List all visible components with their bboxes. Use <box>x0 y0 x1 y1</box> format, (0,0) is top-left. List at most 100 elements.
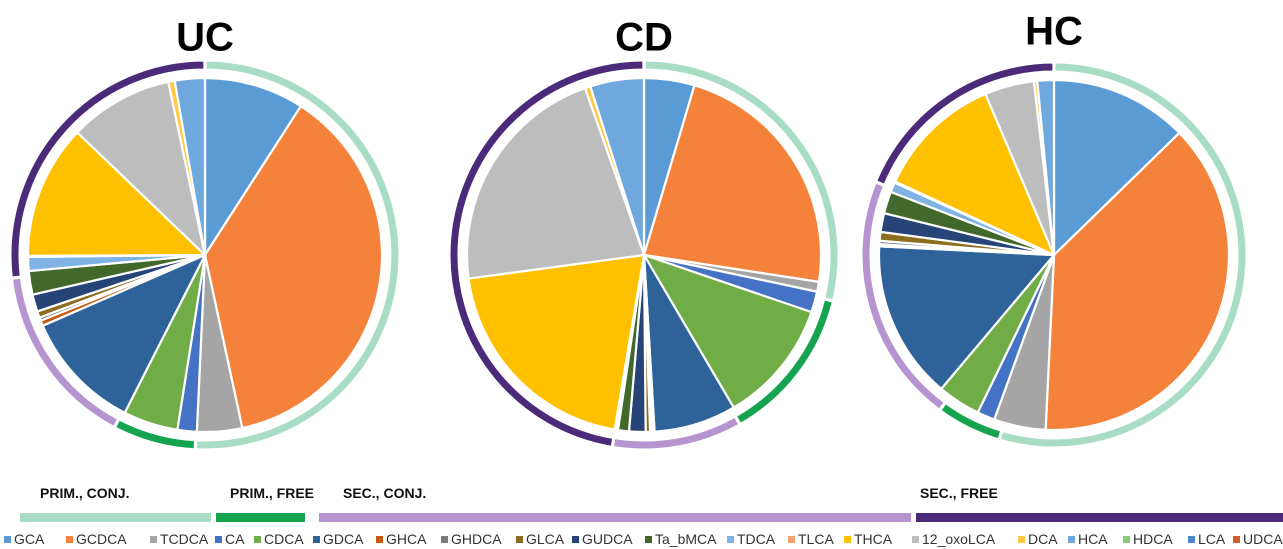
slice-hc-hca <box>1036 78 1056 257</box>
slice-uc-gca <box>203 76 302 257</box>
legend-label-tcdca: TCDCA <box>160 531 209 547</box>
legend-item-cdca: CDCA <box>254 531 304 547</box>
slice-cd-thca <box>467 253 646 431</box>
pie-hc: HC <box>861 10 1247 448</box>
group-label-prim-conj: PRIM., CONJ. <box>40 485 129 501</box>
slice-uc-gcdca <box>203 105 384 430</box>
slice-cd-gcdca <box>642 84 823 283</box>
ring-hc-sec-conj <box>861 182 945 410</box>
ring-hc-prim-conj <box>999 62 1247 448</box>
legend-item-gca: GCA <box>4 531 45 547</box>
legend-swatch-dca <box>1018 536 1025 543</box>
legend-label-ghca: GHCA <box>386 531 427 547</box>
slice-hc-gdca <box>877 245 1056 390</box>
legend-swatch-gudca <box>572 536 579 543</box>
ring-hc-sec-free <box>876 62 1054 185</box>
legend-label-ta-bmca: Ta_bMCA <box>655 531 717 547</box>
legend-item-lca: LCA <box>1188 531 1226 547</box>
legend-label-gca: GCA <box>14 531 45 547</box>
legend-swatch-12-oxolca <box>912 536 919 543</box>
species-legend: GCA GCDCA TCDCA CA CDCA GDCA GHCA GHDCA GLCA GUDC… <box>4 531 1283 547</box>
slice-hc-gca <box>1052 78 1181 257</box>
legend-label-udca: UDCA <box>1243 531 1283 547</box>
slice-hc-thca <box>894 92 1056 257</box>
legend-item-12-oxolca: 12_oxoLCA <box>912 531 996 547</box>
legend-label-gcdca: GCDCA <box>76 531 127 547</box>
slice-uc-gdca <box>41 253 207 414</box>
legend-label-gudca: GUDCA <box>582 531 633 547</box>
legend-item-dca: DCA <box>1018 531 1058 547</box>
legend-item-hdca: HDCA <box>1123 531 1173 547</box>
legend-label-cdca: CDCA <box>264 531 304 547</box>
legend-item-tlca: TLCA <box>788 531 834 547</box>
group-bar-prim-free <box>216 513 305 522</box>
ring-cd-prim-free <box>735 299 833 424</box>
legend-item-gudca: GUDCA <box>572 531 633 547</box>
legend-swatch-thca <box>844 536 851 543</box>
group-label-sec-free: SEC., FREE <box>920 485 998 501</box>
pie-cd: CD <box>449 16 839 450</box>
legend-swatch-tdca <box>727 536 734 543</box>
legend-item-ta-bmca: Ta_bMCA <box>645 531 717 547</box>
legend-label-hca: HCA <box>1078 531 1108 547</box>
ring-uc-sec-free <box>10 60 205 278</box>
legend-swatch-cdca <box>254 536 261 543</box>
legend-swatch-ghdca <box>441 536 448 543</box>
ring-cd-prim-conj <box>644 60 839 301</box>
legend-swatch-gcdca <box>66 536 73 543</box>
slice-cd-cdca <box>642 253 813 409</box>
legend-swatch-gdca <box>313 536 320 543</box>
legend-item-tcdca: TCDCA <box>150 531 209 547</box>
legend-label-ca: CA <box>225 531 245 547</box>
ring-cd-sec-conj <box>613 416 740 450</box>
legend-item-hca: HCA <box>1068 531 1108 547</box>
legend-item-ghca: GHCA <box>376 531 427 547</box>
slice-uc-hca <box>173 76 207 257</box>
legend-label-12-oxolca: 12_oxoLCA <box>922 531 996 547</box>
slice-cd-hca <box>589 76 646 257</box>
group-bar-sec-free <box>916 513 1283 522</box>
ring-cd-sec-free <box>449 60 644 447</box>
group-label-prim-free: PRIM., FREE <box>230 485 314 501</box>
legend-label-tlca: TLCA <box>798 531 834 547</box>
legend-swatch-tlca <box>788 536 795 543</box>
legend-swatch-hca <box>1068 536 1075 543</box>
legend-swatch-hdca <box>1123 536 1130 543</box>
slice-cd-12-oxolca <box>465 87 646 280</box>
legend-item-glca: GLCA <box>516 531 565 547</box>
legend-label-dca: DCA <box>1028 531 1058 547</box>
legend-item-thca: THCA <box>844 531 893 547</box>
legend-label-glca: GLCA <box>526 531 565 547</box>
legend-swatch-udca <box>1233 536 1240 543</box>
slice-uc-12-oxolca <box>76 80 207 257</box>
legend-item-udca: UDCA <box>1233 531 1283 547</box>
legend-swatch-glca <box>516 536 523 543</box>
legend-label-hdca: HDCA <box>1133 531 1173 547</box>
legend-swatch-ta-bmca <box>645 536 652 543</box>
legend-label-tdca: TDCA <box>737 531 776 547</box>
ring-hc-prim-free <box>940 403 1002 440</box>
pie-title-uc: UC <box>176 16 234 60</box>
group-legend-bar: PRIM., CONJ. PRIM., FREE SEC., CONJ. SEC., … <box>20 485 1283 522</box>
legend-swatch-lca <box>1188 536 1195 543</box>
group-bar-sec-conj <box>319 513 911 522</box>
legend-item-ca: CA <box>215 531 245 547</box>
group-label-sec-conj: SEC., CONJ. <box>343 485 426 501</box>
legend-item-gcdca: GCDCA <box>66 531 127 547</box>
legend-item-tdca: TDCA <box>727 531 776 547</box>
ring-uc-sec-conj <box>11 277 119 427</box>
legend-swatch-tcdca <box>150 536 157 543</box>
legend-label-lca: LCA <box>1198 531 1226 547</box>
legend-swatch-gca <box>4 536 11 543</box>
legend-item-ghdca: GHDCA <box>441 531 502 547</box>
legend-item-gdca: GDCA <box>313 531 364 547</box>
pie-title-cd: CD <box>615 16 673 60</box>
legend-label-gdca: GDCA <box>323 531 364 547</box>
pie-uc: UC <box>10 16 400 450</box>
legend-label-thca: THCA <box>854 531 893 547</box>
pies-layer: UC CD HC <box>10 10 1247 450</box>
slice-hc-gcdca <box>1044 131 1231 432</box>
legend-label-ghdca: GHDCA <box>451 531 502 547</box>
group-bar-prim-conj <box>20 513 211 522</box>
